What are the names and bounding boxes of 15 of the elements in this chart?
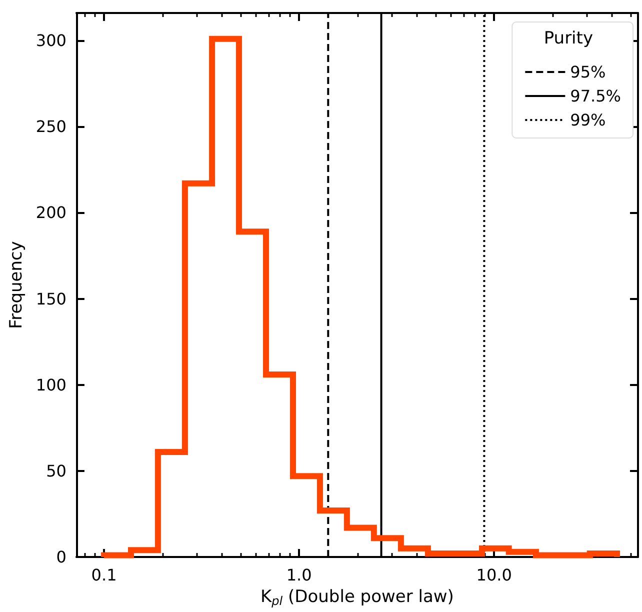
y-tick-label: 150 <box>36 289 66 308</box>
legend-label: 95% <box>570 62 606 82</box>
legend-title: Purity <box>544 28 594 48</box>
y-tick-label: 50 <box>46 461 66 480</box>
x-tick-label: 10.0 <box>476 566 512 584</box>
legend-label: 99% <box>570 110 606 130</box>
y-tick-label: 250 <box>36 117 66 136</box>
y-tick-label: 300 <box>36 31 66 50</box>
y-axis-title: Frequency <box>6 241 26 329</box>
x-tick-label: 0.1 <box>91 566 117 584</box>
y-tick-label: 0 <box>56 548 66 566</box>
y-tick-label: 200 <box>36 203 66 222</box>
x-tick-label: 1.0 <box>286 566 312 584</box>
legend-label: 97.5% <box>570 86 621 106</box>
y-tick-label: 100 <box>36 375 66 394</box>
